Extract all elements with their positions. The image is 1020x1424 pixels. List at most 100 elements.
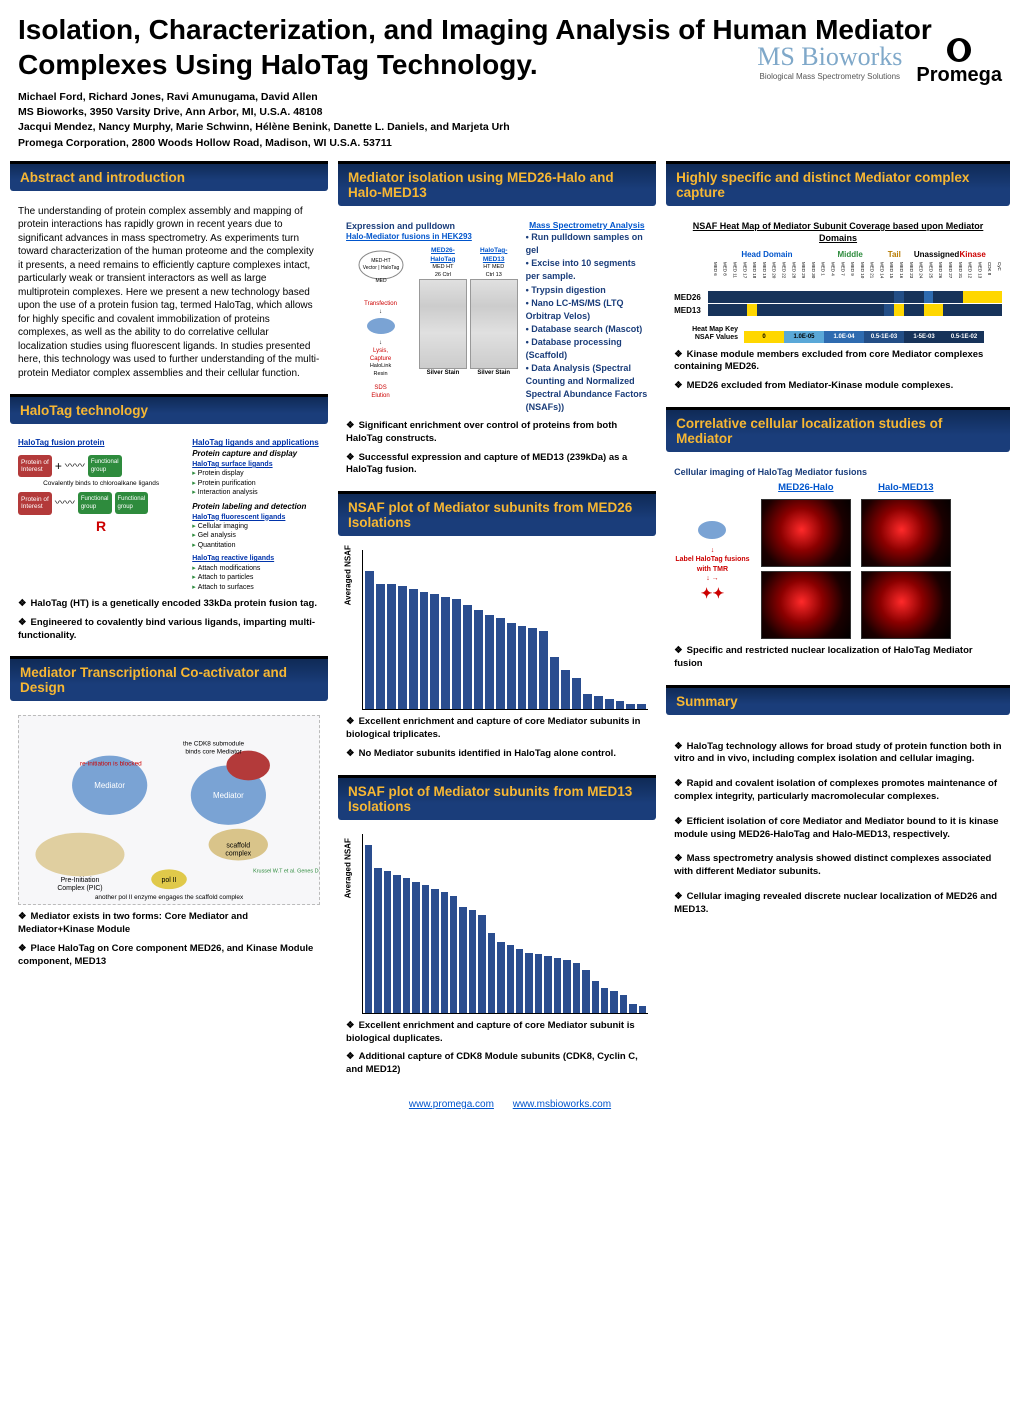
bar: [459, 907, 466, 1013]
isolation-b1: Significant enrichment over control of p…: [346, 420, 648, 446]
bar: [409, 589, 418, 709]
bar: [550, 657, 559, 709]
svg-text:re-initiation is blocked: re-initiation is blocked: [80, 761, 142, 768]
imaging-body: Cellular imaging of HaloTag Mediator fus…: [666, 460, 1010, 677]
cat1-items: Protein displayProtein purificationInter…: [192, 469, 320, 497]
nsaf26-chart: Averaged NSAF: [362, 550, 648, 710]
affil-2: Promega Corporation, 2800 Woods Hollow R…: [18, 136, 1002, 151]
bar: [516, 949, 523, 1013]
authors-2: Jacqui Mendez, Nancy Murphy, Marie Schwi…: [18, 120, 1002, 135]
bar: [365, 571, 374, 710]
svg-text:MED-HT: MED-HT: [371, 258, 390, 264]
imaging-header: Correlative cellular localization studie…: [666, 407, 1010, 452]
poster-header: Isolation, Characterization, and Imaging…: [0, 0, 1020, 161]
bar: [554, 958, 561, 1013]
cat2-link: HaloTag fluorescent ligands: [192, 513, 320, 522]
abstract-body: The understanding of protein complex ass…: [10, 199, 328, 387]
imaging-sub1: Cellular imaging of HaloTag Mediator fus…: [674, 466, 1002, 478]
bar: [384, 871, 391, 1013]
summary-item: Mass spectrometry analysis showed distin…: [674, 853, 1002, 879]
bar: [637, 704, 646, 709]
expr-sub-b: Halo-Mediator fusions in HEK293: [346, 232, 518, 243]
cell-imaging-grid: MED26-Halo Halo-MED13: [761, 482, 951, 639]
gel-lane-2: [470, 279, 518, 369]
nsaf13-header: NSAF plot of Mediator subunits from MED1…: [338, 775, 656, 820]
binds-label: Covalently binds to chloroalkane ligands: [18, 480, 184, 489]
bar: [488, 933, 495, 1013]
summary-item: Efficient isolation of core Mediator and…: [674, 816, 1002, 842]
r-label: R: [18, 517, 184, 536]
isolation-header: Mediator isolation using MED26-Halo and …: [338, 161, 656, 206]
summary-item: Cellular imaging revealed discrete nucle…: [674, 891, 1002, 917]
cat1: Protein capture and display: [192, 449, 320, 460]
ms-sub: Mass Spectrometry Analysis: [526, 220, 649, 231]
footer-links: www.promega.com www.msbioworks.com: [0, 1093, 1020, 1116]
bar: [528, 628, 537, 709]
bar: [573, 963, 580, 1013]
imaging-b1: Specific and restricted nuclear localiza…: [674, 645, 1002, 671]
bar: [544, 956, 551, 1013]
halotag-diagram: HaloTag fusion protein Protein ofInteres…: [18, 438, 320, 592]
bar: [507, 945, 514, 1012]
svg-text:the CDK8 submodule: the CDK8 submodule: [183, 741, 244, 748]
bar: [485, 615, 494, 709]
bar: [496, 618, 505, 710]
heatmap: Head DomainMiddleTailUnassignedKinase ME…: [674, 250, 1002, 316]
footer-link-1[interactable]: www.promega.com: [409, 1099, 494, 1110]
bar: [403, 878, 410, 1013]
footer-link-2[interactable]: www.msbioworks.com: [513, 1099, 611, 1110]
svg-text:binds core Mediator: binds core Mediator: [185, 749, 242, 756]
bar: [639, 1006, 646, 1013]
svg-text:pol II: pol II: [162, 878, 177, 885]
heatkey: 01.0E-051.0E-040.5-1E-031-5E-030.5-1E-02: [744, 331, 984, 343]
heatmap-b1: Kinase module members excluded from core…: [674, 349, 1002, 375]
bar: [583, 694, 592, 710]
bar: [422, 885, 429, 1012]
summary-body: HaloTag technology allows for broad stud…: [666, 723, 1010, 923]
isolation-b2: Successful expression and capture of MED…: [346, 452, 648, 478]
bar: [412, 882, 419, 1013]
svg-text:Mediator: Mediator: [94, 782, 125, 791]
bar: [539, 631, 548, 710]
bar: [561, 670, 570, 709]
svg-text:complex: complex: [225, 851, 251, 858]
svg-text:scaffold: scaffold: [226, 843, 250, 850]
bar: [463, 605, 472, 710]
logo-block: MS Bioworks Biological Mass Spectrometry…: [757, 36, 1002, 87]
svg-text:Krussel W.T et al. Genes Dev.: Krussel W.T et al. Genes Dev. 2009;23:43…: [253, 869, 319, 875]
nsaf26-body: Averaged NSAF Excellent enrichment and c…: [338, 544, 656, 766]
bar: [629, 1004, 636, 1013]
bar: [469, 910, 476, 1013]
design-b2: Place HaloTag on Core component MED26, a…: [18, 943, 320, 969]
cell-img-1a: [761, 499, 851, 567]
halotag-header: HaloTag technology: [10, 394, 328, 424]
design-body: Pre-Initiation Complex (PIC) Mediator Me…: [10, 709, 328, 974]
heatmap-b2: MED26 excluded from Mediator-Kinase modu…: [674, 380, 1002, 393]
cat2: Protein labeling and detection: [192, 502, 320, 513]
heatkey-wrap: Heat Map Key NSAF Values 01.0E-051.0E-04…: [674, 325, 1002, 343]
bar: [626, 704, 635, 709]
bar: [365, 845, 372, 1013]
bar: [616, 701, 625, 709]
nsaf13-chart: Averaged NSAF: [362, 834, 648, 1014]
bar: [387, 584, 396, 710]
img-col2: Halo-MED13: [878, 482, 933, 495]
svg-text:Vector | HaloTag: Vector | HaloTag: [362, 265, 399, 271]
heatmap-header: Highly specific and distinct Mediator co…: [666, 161, 1010, 206]
nsaf13-body: Averaged NSAF Excellent enrichment and c…: [338, 828, 656, 1083]
bar: [601, 988, 608, 1013]
msbioworks-logo: MS Bioworks Biological Mass Spectrometry…: [757, 42, 902, 81]
col-1: Abstract and introduction The understand…: [10, 161, 328, 1083]
ht-ligands-label: HaloTag ligands and applications: [192, 438, 320, 449]
functional-group-box-2: Functionalgroup: [78, 492, 112, 514]
promega-logo: Promega: [916, 36, 1002, 87]
halotag-b1: HaloTag (HT) is a genetically encoded 33…: [18, 598, 320, 611]
cat3-link: HaloTag reactive ligands: [192, 554, 320, 563]
bar: [474, 610, 483, 709]
cell-img-2a: [861, 499, 951, 567]
heatmap-sub: NSAF Heat Map of Mediator Subunit Covera…: [674, 220, 1002, 244]
label-step: Label HaloTag fusions with TMR: [674, 555, 751, 574]
heatmap-rows: MED26MED13: [674, 291, 1002, 317]
svg-text:Complex (PIC): Complex (PIC): [57, 886, 102, 893]
protein-of-interest-box: Protein ofInterest: [18, 455, 52, 477]
